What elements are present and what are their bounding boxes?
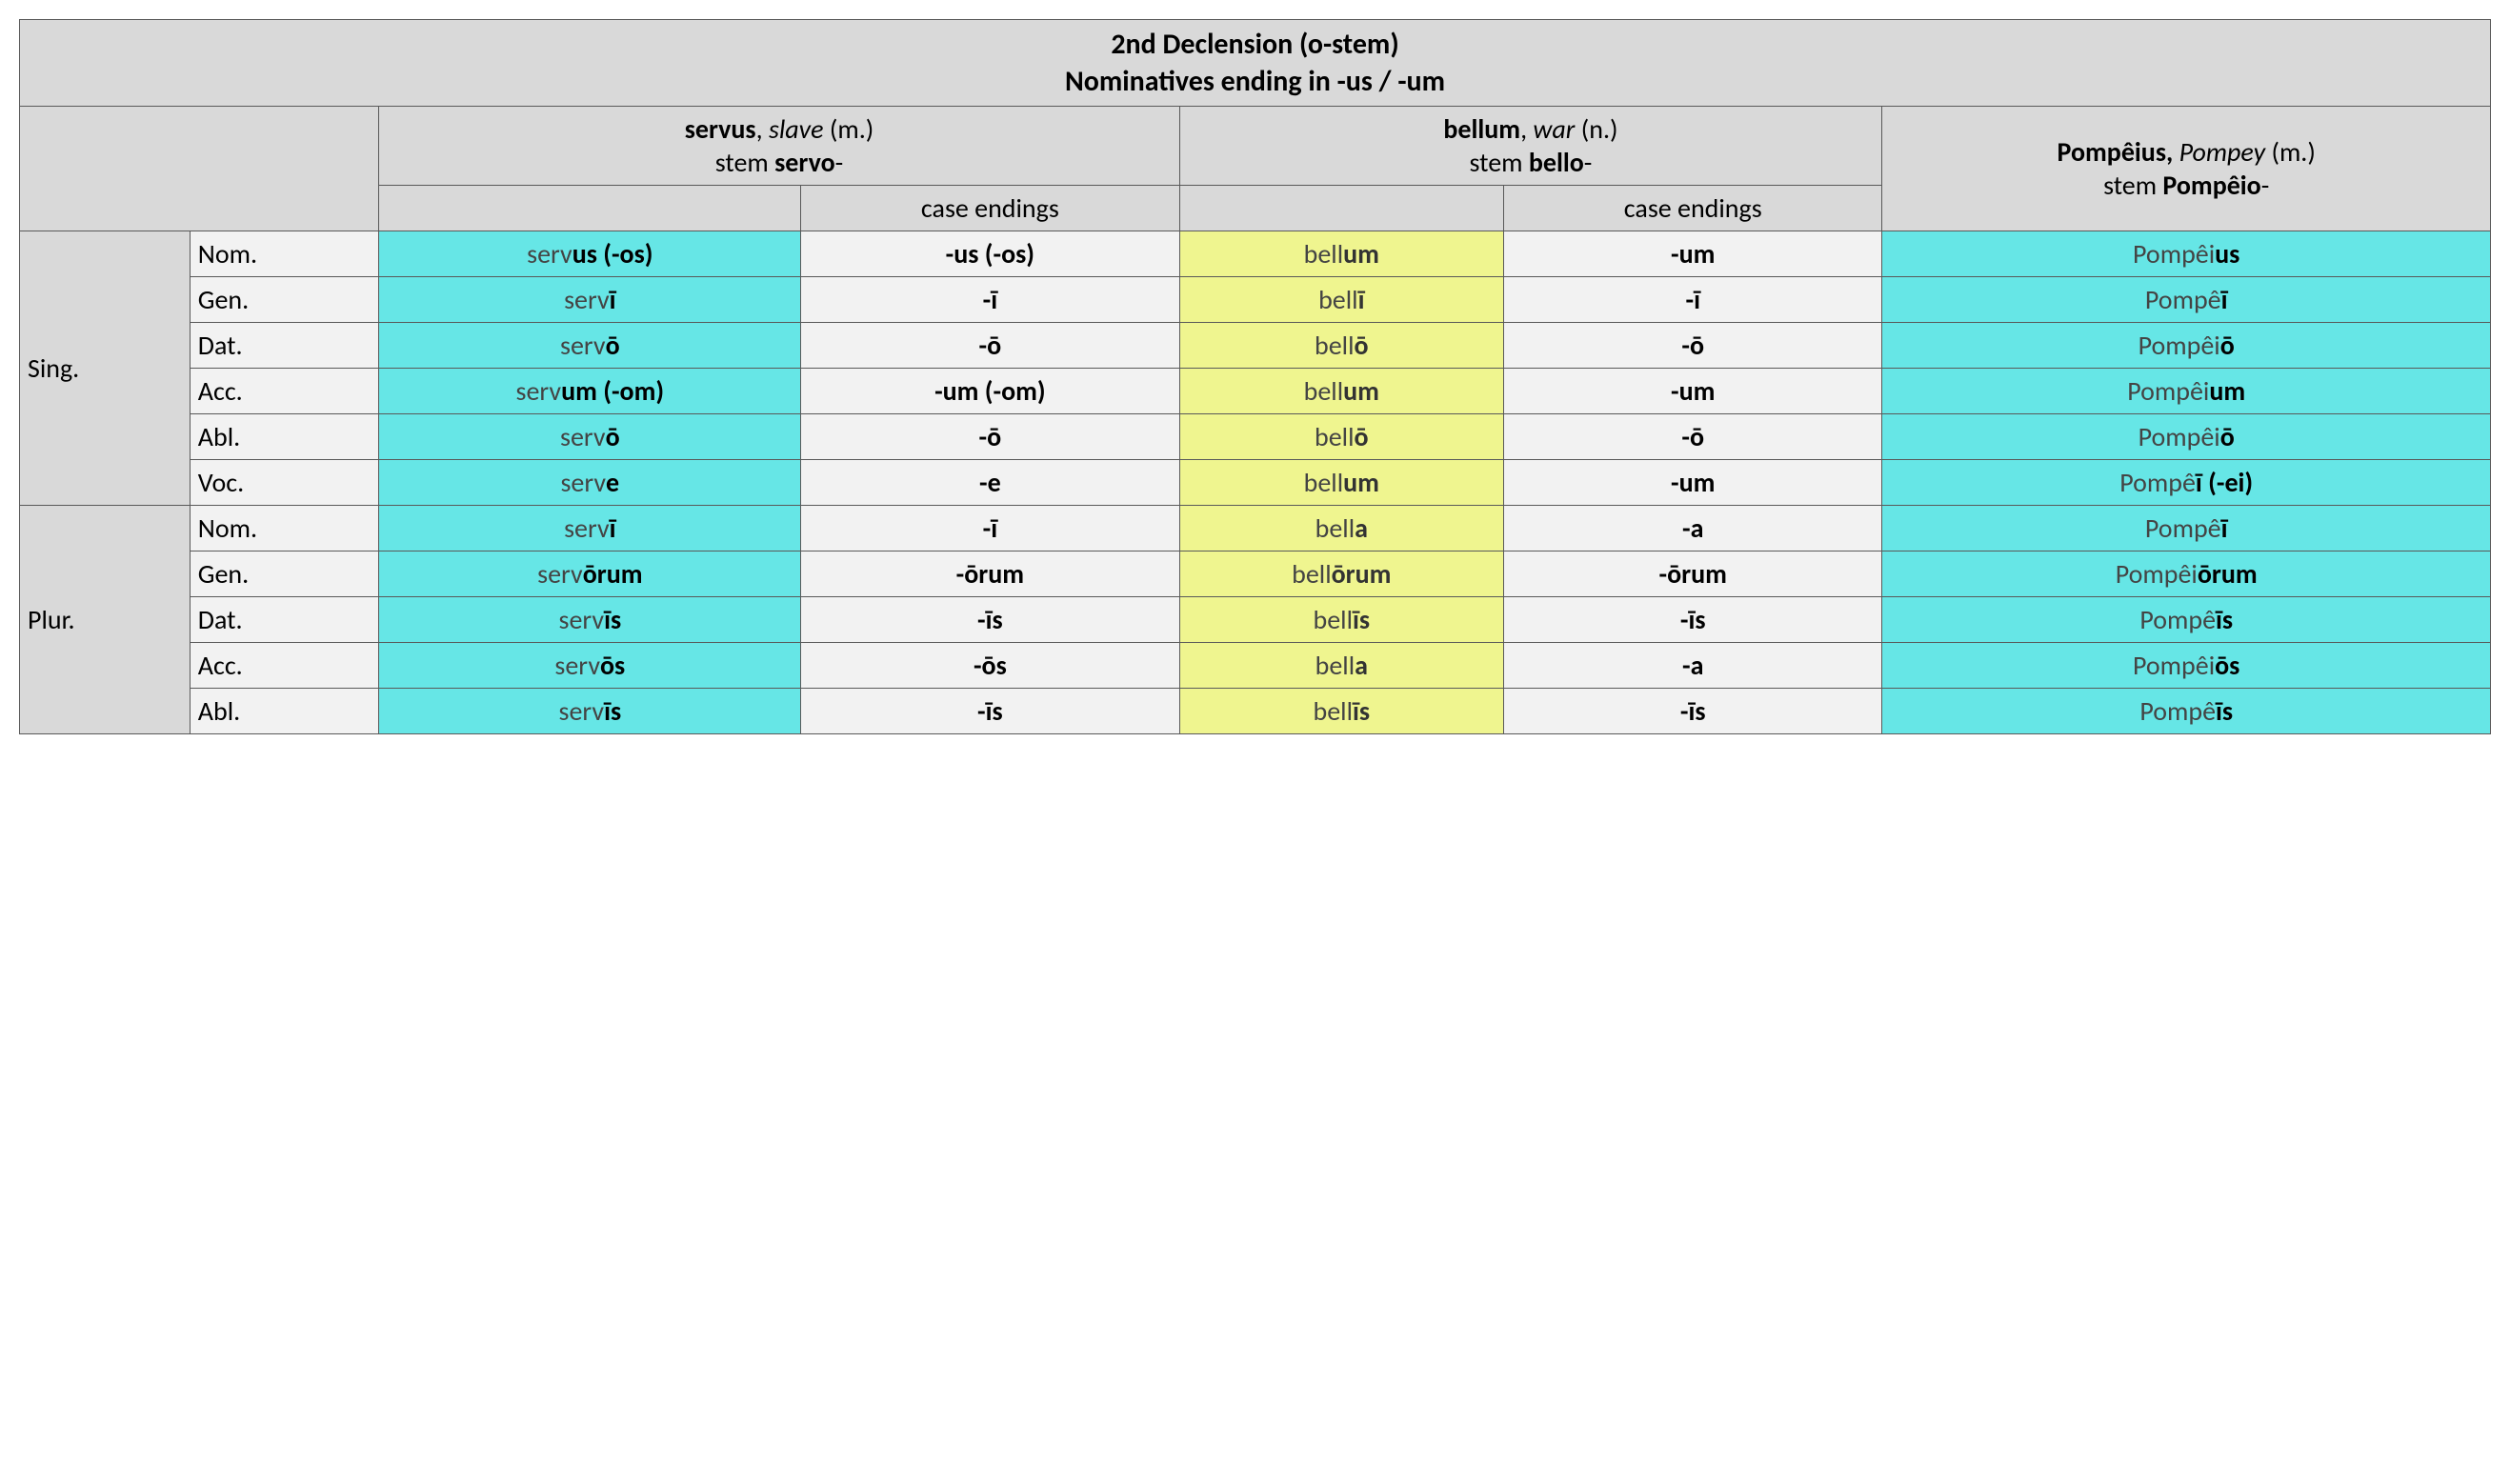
servus-ending: -īs: [801, 597, 1179, 643]
number-label-sing: Sing.: [20, 231, 191, 506]
pompeius-form: Pompêī: [1882, 277, 2491, 323]
pompeius-form: Pompêiō: [1882, 414, 2491, 460]
header-blank: [20, 107, 379, 231]
case-label: Abl.: [190, 414, 379, 460]
subheader-servus-endings: case endings: [801, 186, 1179, 231]
bellum-form: bellōrum: [1179, 551, 1504, 597]
bellum-form: bellīs: [1179, 597, 1504, 643]
table-row: Dat.servīs-īsbellīs-īsPompêīs: [20, 597, 2491, 643]
case-label: Voc.: [190, 460, 379, 506]
header-bellum: bellum, war (n.) stem bello-: [1179, 107, 1882, 186]
bellum-ending: -um: [1504, 231, 1882, 277]
subheader-bellum-endings: case endings: [1504, 186, 1882, 231]
subheader-servus-blank: [379, 186, 801, 231]
servus-ending: -ī: [801, 277, 1179, 323]
bellum-form: bellum: [1179, 369, 1504, 414]
servus-ending: -e: [801, 460, 1179, 506]
servus-ending: -ī: [801, 506, 1179, 551]
pompeius-form: Pompêium: [1882, 369, 2491, 414]
bellum-form: bellī: [1179, 277, 1504, 323]
table-row: Abl.servō-ōbellō-ōPompêiō: [20, 414, 2491, 460]
pompeius-form: Pompêiōs: [1882, 643, 2491, 689]
table-row: Abl.servīs-īsbellīs-īsPompêīs: [20, 689, 2491, 734]
servus-form: servōrum: [379, 551, 801, 597]
bellum-form: bellum: [1179, 460, 1504, 506]
table-row: Acc.servum (-om)-um (-om)bellum-umPompêi…: [20, 369, 2491, 414]
servus-ending: -ō: [801, 414, 1179, 460]
table-row: Gen.servī-ībellī-īPompêī: [20, 277, 2491, 323]
servus-ending: -us (-os): [801, 231, 1179, 277]
bellum-form: bellīs: [1179, 689, 1504, 734]
pompeius-form: Pompêī: [1882, 506, 2491, 551]
servus-ending: -um (-om): [801, 369, 1179, 414]
servus-form: servī: [379, 277, 801, 323]
table-row: Plur.Nom.servī-ībella-aPompêī: [20, 506, 2491, 551]
case-label: Nom.: [190, 231, 379, 277]
servus-form: servīs: [379, 689, 801, 734]
bellum-ending: -īs: [1504, 689, 1882, 734]
table-row: Gen.servōrum-ōrumbellōrum-ōrumPompêiōrum: [20, 551, 2491, 597]
case-label: Abl.: [190, 689, 379, 734]
header-servus: servus, slave (m.) stem servo-: [379, 107, 1179, 186]
servus-ending: -ō: [801, 323, 1179, 369]
pompeius-form: Pompêiō: [1882, 323, 2491, 369]
bellum-ending: -um: [1504, 460, 1882, 506]
pompeius-form: Pompêius: [1882, 231, 2491, 277]
bellum-form: bellō: [1179, 323, 1504, 369]
case-label: Acc.: [190, 643, 379, 689]
bellum-ending: -ī: [1504, 277, 1882, 323]
servus-form: servus (-os): [379, 231, 801, 277]
bellum-ending: -ō: [1504, 323, 1882, 369]
servus-form: servī: [379, 506, 801, 551]
bellum-form: bellō: [1179, 414, 1504, 460]
pompeius-form: Pompêīs: [1882, 689, 2491, 734]
servus-form: servum (-om): [379, 369, 801, 414]
title-line-2: Nominatives ending in -us / -um: [1065, 64, 1445, 99]
bellum-ending: -a: [1504, 506, 1882, 551]
table-title-row: 2nd Declension (o-stem) Nominatives endi…: [20, 20, 2491, 107]
servus-ending: -ōrum: [801, 551, 1179, 597]
bellum-form: bella: [1179, 643, 1504, 689]
servus-form: servō: [379, 414, 801, 460]
pompeius-form: Pompêiōrum: [1882, 551, 2491, 597]
bellum-ending: -īs: [1504, 597, 1882, 643]
bellum-ending: -um: [1504, 369, 1882, 414]
title-line-1: 2nd Declension (o-stem): [1111, 27, 1398, 62]
declension-table: 2nd Declension (o-stem) Nominatives endi…: [19, 19, 2491, 734]
bellum-form: bellum: [1179, 231, 1504, 277]
bellum-form: bella: [1179, 506, 1504, 551]
case-label: Dat.: [190, 597, 379, 643]
servus-ending: -ōs: [801, 643, 1179, 689]
bellum-ending: -ō: [1504, 414, 1882, 460]
servus-form: servīs: [379, 597, 801, 643]
table-row: Dat.servō-ōbellō-ōPompêiō: [20, 323, 2491, 369]
table-title: 2nd Declension (o-stem) Nominatives endi…: [20, 20, 2491, 107]
header-pompeius: Pompêius, Pompey (m.) stem Pompêio-: [1882, 107, 2491, 231]
pompeius-form: Pompêī (-ei): [1882, 460, 2491, 506]
bellum-ending: -ōrum: [1504, 551, 1882, 597]
subheader-bellum-blank: [1179, 186, 1504, 231]
pompeius-form: Pompêīs: [1882, 597, 2491, 643]
case-label: Nom.: [190, 506, 379, 551]
servus-form: servōs: [379, 643, 801, 689]
column-header-row: servus, slave (m.) stem servo- bellum, w…: [20, 107, 2491, 186]
bellum-ending: -a: [1504, 643, 1882, 689]
case-label: Dat.: [190, 323, 379, 369]
servus-ending: -īs: [801, 689, 1179, 734]
servus-form: serve: [379, 460, 801, 506]
table-row: Sing.Nom.servus (-os)-us (-os)bellum-umP…: [20, 231, 2491, 277]
case-label: Gen.: [190, 551, 379, 597]
case-label: Acc.: [190, 369, 379, 414]
servus-form: servō: [379, 323, 801, 369]
table-row: Voc.serve-ebellum-umPompêī (-ei): [20, 460, 2491, 506]
number-label-plur: Plur.: [20, 506, 191, 734]
case-label: Gen.: [190, 277, 379, 323]
table-row: Acc.servōs-ōsbella-aPompêiōs: [20, 643, 2491, 689]
